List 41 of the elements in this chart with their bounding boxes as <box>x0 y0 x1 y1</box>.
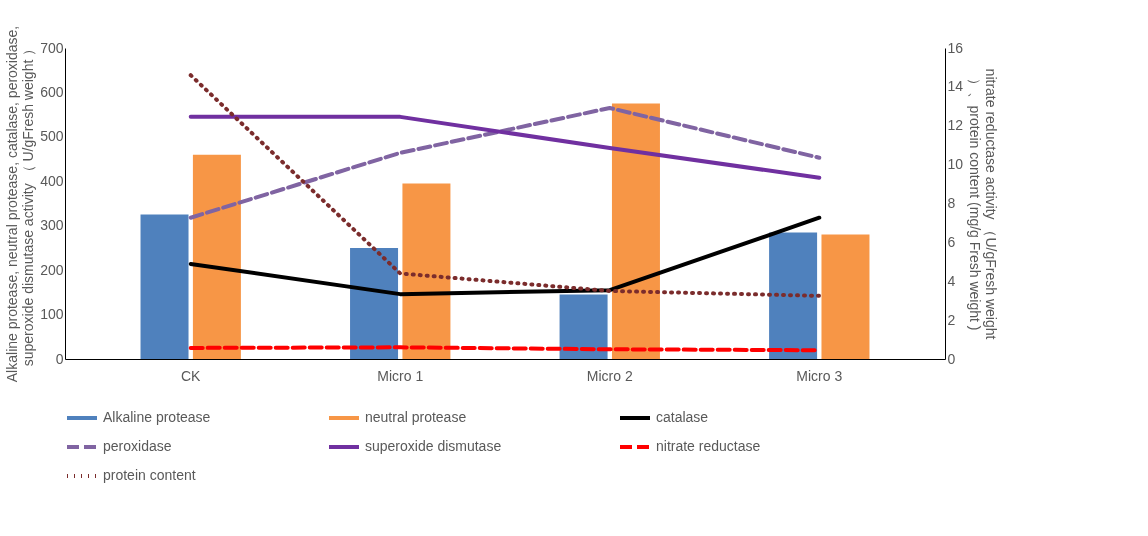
y-tick-label: 400 <box>40 172 64 189</box>
line-series <box>188 215 822 297</box>
x-tick-label: Micro 2 <box>586 367 633 384</box>
y2-tick-label: 0 <box>947 350 956 367</box>
bar <box>769 232 818 359</box>
bar <box>140 214 189 359</box>
legend-label: peroxidase <box>103 438 172 454</box>
x-tick-label: Micro 3 <box>796 367 843 384</box>
y2-tick-label: 10 <box>947 156 964 173</box>
line-series <box>188 105 822 220</box>
x-tick-label: CK <box>180 367 202 384</box>
y-tick-label: 200 <box>40 261 64 278</box>
legend-label: nitrate reductase <box>656 438 761 454</box>
y-tick-label: 600 <box>40 83 64 100</box>
y2-tick-label: 8 <box>947 195 956 211</box>
bar <box>350 247 399 359</box>
y2-tick-label: 16 <box>947 39 964 56</box>
y2-tick-label: 12 <box>947 117 964 134</box>
bar <box>821 234 870 359</box>
line-series <box>188 73 822 298</box>
y-tick-label: 700 <box>40 39 64 56</box>
legend-label: protein content <box>103 467 196 483</box>
y-axis-title: Alkaline protease, neutral protease, catalase, peroxidase, superoxide dismutase activity （ U/gFresh weight ） <box>4 25 37 383</box>
bar <box>611 103 660 359</box>
y2-tick-label: 2 <box>947 311 956 328</box>
y-tick-label: 300 <box>40 217 64 234</box>
x-tick-label: Micro 1 <box>377 367 424 384</box>
y2-tick-label: 6 <box>947 233 956 250</box>
legend-label: superoxide dismutase <box>365 438 502 454</box>
bar <box>402 183 451 359</box>
legend-label: catalase <box>656 409 709 425</box>
bar <box>192 154 241 359</box>
y2-tick-label: 14 <box>947 78 964 95</box>
y2-tick-label: 4 <box>947 272 956 289</box>
legend-label: neutral protease <box>365 409 467 425</box>
legend-label: Alkaline protease <box>103 409 211 425</box>
y-tick-label: 100 <box>40 306 64 323</box>
bar <box>559 294 608 359</box>
y-tick-label: 500 <box>40 128 64 145</box>
y2-axis-title: nitrate reductase activity （U/gFresh weight ）、protein content (mg/g Fresh weight ) <box>967 68 1000 340</box>
y-tick-label: 0 <box>55 350 64 367</box>
